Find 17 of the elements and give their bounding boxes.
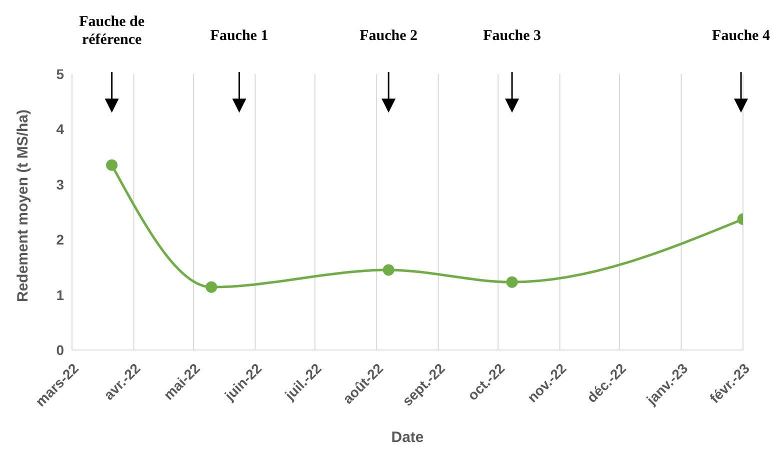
y-axis-title: Redement moyen (t MS/ha) (14, 109, 32, 302)
point (382, 264, 394, 276)
y-tick-label: 1 (56, 286, 64, 303)
point (206, 281, 218, 293)
y-tick-label: 4 (56, 121, 64, 138)
ref-line-label: Fauche de référence (79, 14, 145, 48)
ref-line-label: Fauche 1 (210, 28, 268, 44)
y-tick-label: 2 (56, 232, 64, 248)
x-axis-title: Date (391, 429, 424, 446)
ref-line-label: Fauche 4 (712, 28, 770, 44)
ref-line-label: Fauche 2 (360, 28, 418, 44)
y-tick-label: 3 (56, 176, 64, 192)
y-tick-label: 5 (56, 66, 64, 82)
point (506, 276, 518, 288)
point (106, 159, 118, 171)
y-tick-label: 0 (56, 342, 64, 358)
ref-line-label: Fauche 3 (483, 28, 541, 44)
